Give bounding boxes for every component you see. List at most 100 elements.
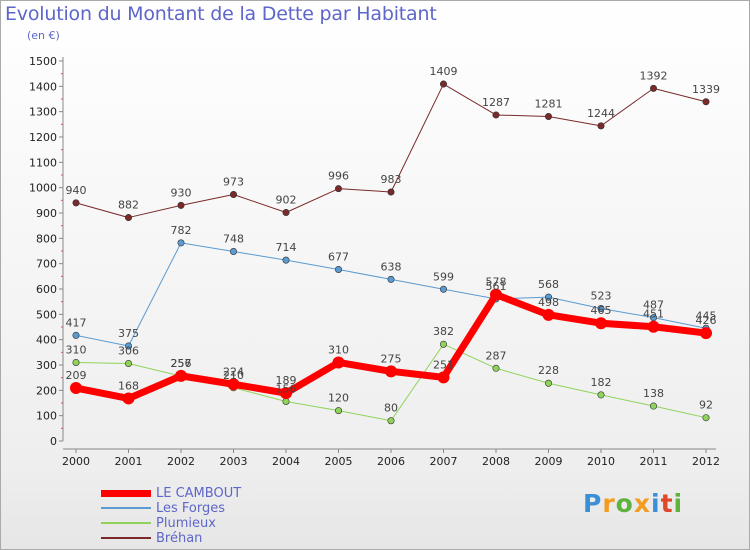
data-label-br-han: 1339 (692, 83, 720, 96)
data-point-les-forges (72, 331, 80, 339)
y-tick-label: 300 (36, 359, 57, 372)
data-point-le-cambout (647, 320, 660, 333)
data-label-le-cambout: 251 (433, 358, 454, 371)
logo-letter: P (583, 489, 603, 518)
data-point-plumieux (282, 397, 290, 405)
data-label-plumieux: 138 (643, 387, 664, 400)
x-tick-label: 2010 (587, 455, 615, 468)
logo-letter: t (660, 489, 674, 518)
x-tick-label: 2004 (272, 455, 300, 468)
data-point-plumieux (387, 417, 395, 425)
data-label-plumieux: 182 (591, 376, 612, 389)
data-point-plumieux (597, 391, 605, 399)
legend-swatch (101, 537, 151, 539)
data-label-le-cambout: 257 (171, 357, 192, 370)
y-tick-label: 800 (36, 232, 57, 245)
data-label-le-cambout: 224 (223, 365, 244, 378)
data-label-les-forges: 561 (486, 280, 507, 293)
data-label-le-cambout: 426 (696, 314, 717, 327)
x-tick-label: 2007 (430, 455, 458, 468)
data-point-br-han (230, 191, 238, 199)
y-tick-label: 1500 (29, 55, 57, 68)
x-tick-label: 2006 (377, 455, 405, 468)
data-point-les-forges (544, 293, 552, 301)
data-point-br-han (439, 80, 447, 88)
data-point-les-forges (387, 275, 395, 283)
data-point-br-han (72, 199, 80, 207)
y-tick-label: 500 (36, 308, 57, 321)
data-point-le-cambout (385, 365, 397, 378)
x-tick-label: 2001 (115, 455, 143, 468)
chart-title: Evolution du Montant de la Dette par Hab… (5, 3, 437, 25)
y-tick-label: 200 (36, 384, 57, 397)
data-label-br-han: 902 (276, 193, 297, 206)
legend-label: Les Forges (156, 501, 226, 516)
y-tick-label: 900 (36, 207, 57, 220)
data-label-br-han: 1244 (587, 107, 615, 120)
data-label-br-han: 930 (171, 186, 192, 199)
data-point-les-forges (439, 285, 447, 293)
data-point-br-han (544, 112, 552, 120)
data-point-le-cambout (175, 369, 187, 382)
data-label-le-cambout: 209 (66, 369, 87, 382)
data-point-les-forges (282, 256, 290, 264)
data-label-les-forges: 677 (328, 250, 349, 263)
axes: 0 100 200 300 400 500 600 700 800 900 1000 1100 1200… (29, 55, 720, 468)
data-point-plumieux (702, 414, 710, 422)
data-label-plumieux: 120 (328, 392, 349, 405)
data-point-br-han (282, 208, 290, 216)
data-label-plumieux: 382 (433, 325, 454, 338)
data-label-les-forges: 599 (433, 270, 454, 283)
data-label-plumieux: 306 (118, 344, 139, 357)
data-label-les-forges: 375 (118, 327, 139, 340)
x-tick-label: 2011 (640, 455, 668, 468)
data-label-les-forges: 523 (591, 290, 612, 303)
data-point-plumieux (649, 402, 657, 410)
data-point-les-forges (125, 342, 133, 350)
y-tick-label: 100 (36, 410, 57, 423)
data-label-le-cambout: 465 (591, 304, 612, 317)
data-label-br-han: 973 (223, 176, 244, 189)
y-tick-label: 1400 (29, 80, 57, 93)
data-point-br-han (649, 84, 657, 92)
data-label-les-forges: 638 (381, 260, 402, 273)
legend-label: LE CAMBOUT (156, 486, 242, 501)
logo-letter: x (633, 489, 651, 518)
chart-unit: (en €) (27, 29, 60, 42)
y-tick-label: 0 (50, 435, 57, 448)
legend-swatch (101, 507, 151, 509)
x-tick-label: 2003 (220, 455, 248, 468)
logo-letter: i (673, 489, 684, 518)
x-tick-label: 2000 (62, 455, 90, 468)
data-label-br-han: 1409 (430, 65, 458, 78)
data-label-plumieux: 287 (486, 349, 507, 362)
legend-label: Plumieux (156, 516, 216, 531)
data-point-br-han (492, 111, 500, 119)
data-label-br-han: 1392 (640, 69, 668, 82)
logo-letter: i (651, 489, 661, 518)
data-point-plumieux (544, 379, 552, 387)
data-point-le-cambout (490, 288, 502, 301)
data-label-le-cambout: 168 (118, 379, 139, 392)
data-point-br-han (387, 188, 395, 196)
data-label-plumieux: 80 (384, 402, 398, 415)
proxiti-logo: Proxiti (583, 489, 683, 518)
data-label-plumieux: 210 (223, 369, 244, 382)
data-point-plumieux (492, 364, 500, 372)
data-point-br-han (702, 98, 710, 106)
logo-letter: r (602, 489, 616, 518)
legend-swatch (101, 522, 151, 524)
y-tick-label: 600 (36, 283, 57, 296)
y-tick-label: 700 (36, 258, 57, 271)
y-tick-label: 1100 (29, 156, 57, 169)
data-label-plumieux: 156 (276, 382, 297, 395)
data-point-br-han (125, 214, 133, 222)
data-point-le-cambout (595, 317, 607, 330)
x-tick-label: 2005 (325, 455, 353, 468)
y-tick-label: 1300 (29, 106, 57, 119)
data-point-br-han (597, 122, 605, 130)
data-label-le-cambout: 451 (643, 308, 664, 321)
